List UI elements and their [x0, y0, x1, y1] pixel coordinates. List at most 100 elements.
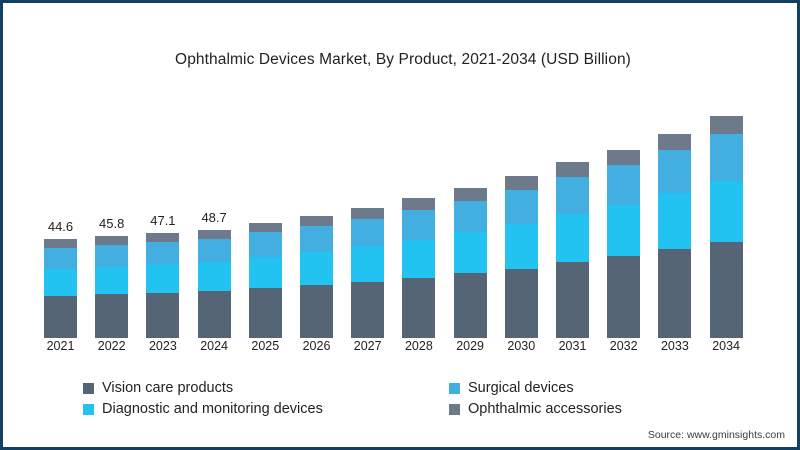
- bar-segment: [351, 207, 385, 219]
- bar-2031[interactable]: [556, 162, 589, 338]
- bar-2025[interactable]: [248, 223, 282, 338]
- bar-segment: [607, 256, 641, 338]
- legend-label: Diagnostic and monitoring devices: [102, 401, 323, 417]
- bar-segment: [197, 238, 231, 262]
- bar-segment: [709, 134, 743, 182]
- bar-2029[interactable]: [453, 187, 487, 338]
- bar-segment: [300, 285, 333, 338]
- bar-segment: [402, 198, 436, 210]
- bar-segment: [44, 238, 77, 249]
- bar-segment: [709, 241, 743, 338]
- x-tick-2031: 2031: [558, 339, 587, 353]
- bar-2024[interactable]: [197, 229, 231, 338]
- legend-label: Ophthalmic accessories: [468, 401, 622, 417]
- legend-swatch-icon: [83, 403, 94, 415]
- chart-canvas: Ophthalmic Devices Market, By Product, 2…: [3, 3, 797, 447]
- legend-swatch-icon: [83, 382, 94, 394]
- bar-segment: [44, 296, 77, 338]
- bar-segment: [607, 165, 641, 206]
- bar-segment: [351, 281, 385, 338]
- legend-label: Surgical devices: [468, 380, 574, 396]
- bar-segment: [658, 193, 692, 250]
- bar-segment: [556, 176, 589, 214]
- bar-segment: [658, 133, 692, 151]
- x-tick-2029: 2029: [456, 339, 484, 353]
- bar-segment: [504, 189, 538, 225]
- x-tick-2024: 2024: [200, 339, 228, 353]
- x-tick-2023: 2023: [148, 339, 177, 353]
- x-tick-2032: 2032: [609, 339, 638, 353]
- bar-segment: [146, 233, 180, 243]
- bar-segment: [453, 200, 487, 233]
- bar-segment: [95, 294, 129, 338]
- x-tick-2026: 2026: [302, 339, 331, 353]
- x-axis: 2021 2022 2023 2024 2025 2026 2027 2028 2029 2030…: [3, 339, 797, 359]
- bar-segment: [607, 205, 641, 257]
- bar-segment: [658, 249, 692, 338]
- bar-2026[interactable]: [300, 215, 333, 338]
- bar-2022[interactable]: [95, 236, 129, 338]
- x-tick-2021: 2021: [46, 339, 75, 353]
- bar-segment: [95, 266, 129, 295]
- bar-segment: [453, 187, 487, 201]
- bar-2030[interactable]: [504, 176, 538, 338]
- legend-item[interactable]: Diagnostic and monitoring devices: [83, 402, 323, 417]
- bar-segment: [300, 251, 333, 286]
- bar-segment: [453, 232, 487, 274]
- bar-segment: [351, 246, 385, 282]
- bar-segment: [95, 245, 129, 267]
- bar-segment: [556, 162, 589, 177]
- x-tick-2033: 2033: [660, 339, 689, 353]
- legend-item[interactable]: Surgical devices: [449, 381, 574, 396]
- source-credit: Source: www.gminsights.com: [647, 429, 785, 441]
- bar-segment: [248, 288, 282, 338]
- bar-segment: [402, 209, 436, 240]
- bar-value-label: 45.8: [99, 215, 125, 231]
- bar-segment: [248, 256, 282, 289]
- bar-segment: [351, 218, 385, 247]
- legend-label: Vision care products: [102, 380, 234, 396]
- x-tick-2022: 2022: [97, 339, 126, 353]
- bar-segment: [402, 277, 436, 338]
- x-tick-2025: 2025: [251, 339, 280, 353]
- chart-legend: Vision care products Diagnostic and monit…: [83, 381, 723, 423]
- bar-segment: [95, 236, 129, 246]
- bar-segment: [197, 261, 231, 292]
- bar-segment: [248, 232, 282, 257]
- x-tick-2027: 2027: [353, 339, 382, 353]
- bar-2028[interactable]: [402, 198, 436, 338]
- bar-segment: [197, 229, 231, 239]
- bar-segment: [556, 261, 589, 338]
- x-tick-2028: 2028: [404, 339, 433, 353]
- x-tick-2034: 2034: [712, 339, 740, 353]
- bar-2027[interactable]: [351, 207, 385, 338]
- bar-2021[interactable]: [44, 238, 77, 338]
- bar-segment: [504, 224, 538, 269]
- bar-segment: [197, 291, 231, 338]
- plot-area: 44.6 45.8 47.1 48.7: [3, 93, 797, 338]
- bar-2023[interactable]: [146, 233, 180, 338]
- bar-segment: [300, 215, 333, 226]
- legend-swatch-icon: [449, 382, 460, 394]
- bar-segment: [504, 176, 538, 190]
- bar-segment: [709, 181, 743, 242]
- bar-2032[interactable]: [607, 149, 641, 338]
- bar-segment: [709, 116, 743, 135]
- bar-value-label: 44.6: [47, 218, 74, 234]
- bar-segment: [300, 225, 333, 252]
- bar-segment: [607, 149, 641, 166]
- legend-item[interactable]: Vision care products: [83, 381, 233, 396]
- bar-value-label: 48.7: [201, 209, 227, 225]
- legend-swatch-icon: [449, 403, 460, 415]
- bar-2033[interactable]: [658, 133, 692, 338]
- bar-segment: [44, 248, 77, 269]
- bar-2034[interactable]: [709, 116, 743, 338]
- bar-segment: [248, 223, 282, 233]
- bar-segment: [658, 150, 692, 194]
- bar-segment: [504, 268, 538, 338]
- legend-item[interactable]: Ophthalmic accessories: [449, 402, 622, 417]
- bar-segment: [402, 239, 436, 278]
- bar-segment: [146, 242, 180, 265]
- bar-segment: [44, 268, 77, 297]
